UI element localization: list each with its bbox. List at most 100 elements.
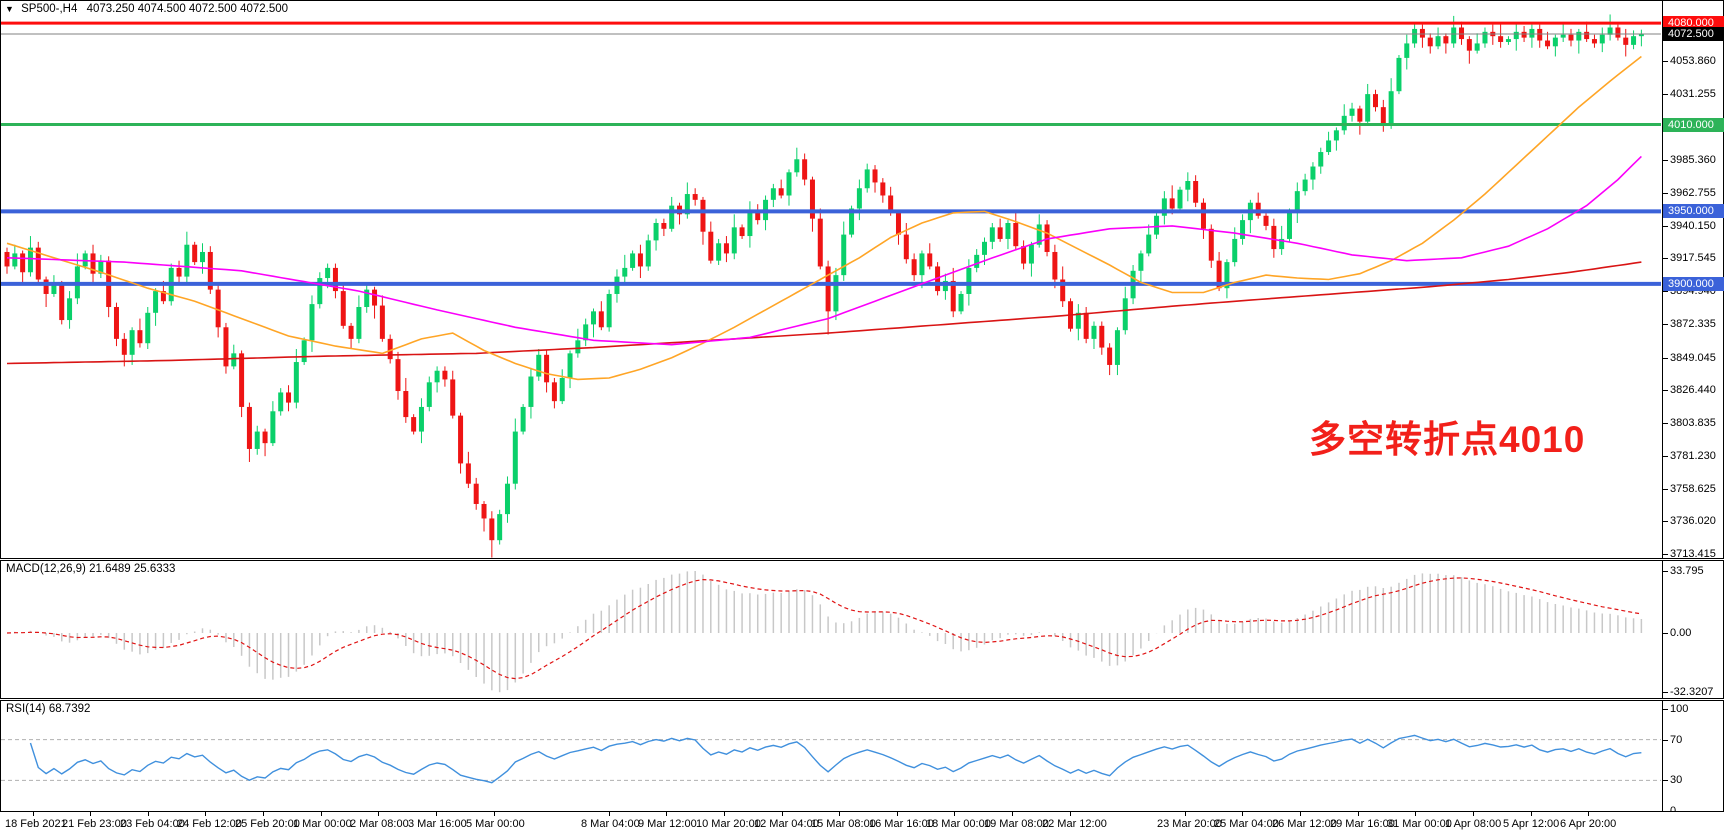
rsi-axis-label: 70 xyxy=(1670,733,1683,746)
rsi-tick xyxy=(1663,739,1668,741)
time-tick xyxy=(1012,812,1013,816)
price-axis-label: 3849.045 xyxy=(1670,351,1716,364)
time-tick xyxy=(205,812,206,816)
candlestick-chart[interactable] xyxy=(1,1,1661,558)
rsi-axis-label: 100 xyxy=(1670,703,1689,715)
macd-tick xyxy=(1663,571,1668,572)
time-axis-label: 21 Feb 23:00 xyxy=(62,818,127,830)
time-axis-label: 1 Apr 08:00 xyxy=(1445,818,1502,830)
price-axis-label: 3758.625 xyxy=(1670,482,1716,495)
price-badge: 3950.000 xyxy=(1663,204,1724,219)
time-axis-label: 8 Mar 04:00 xyxy=(581,818,640,830)
time-tick xyxy=(1070,812,1071,816)
time-axis-label: 2 Mar 08:00 xyxy=(350,818,409,830)
macd-tick xyxy=(1663,692,1668,694)
price-axis-label: 3917.545 xyxy=(1670,252,1716,265)
rsi-tick xyxy=(1663,811,1668,812)
time-tick xyxy=(378,812,379,816)
time-axis-label: 31 Mar 00:00 xyxy=(1387,818,1452,830)
time-tick xyxy=(782,812,783,816)
time-tick xyxy=(666,812,667,816)
macd-axis-label: -32.3207 xyxy=(1670,686,1714,699)
time-tick xyxy=(839,812,840,816)
price-axis-label: 3826.440 xyxy=(1670,384,1716,397)
price-tick xyxy=(1663,61,1668,62)
chart-annotation: 多空转折点4010 xyxy=(1309,419,1586,460)
time-axis-label: 26 Mar 12:00 xyxy=(1272,818,1337,830)
time-axis-label: 5 Mar 00:00 xyxy=(466,818,525,830)
time-tick xyxy=(148,812,149,816)
time-tick xyxy=(1358,812,1359,816)
price-tick xyxy=(1663,160,1668,162)
time-axis-label: 6 Apr 20:00 xyxy=(1560,818,1617,830)
price-chart-panel: ▼ SP500-,H4 4073.250 4074.500 4072.500 4… xyxy=(0,0,1724,560)
rsi-axis-label: 30 xyxy=(1670,774,1683,787)
macd-axis-label: 0.00 xyxy=(1670,627,1692,639)
price-badge: 4010.000 xyxy=(1663,117,1724,132)
rsi-axis-separator xyxy=(1662,701,1663,811)
chart-ohlc-header: ▼ SP500-,H4 4073.250 4074.500 4072.500 4… xyxy=(5,3,288,15)
price-axis-separator xyxy=(1662,1,1663,558)
price-axis-label: 3872.335 xyxy=(1670,317,1716,330)
time-tick xyxy=(1185,812,1186,816)
price-axis-label: 4031.255 xyxy=(1670,87,1716,100)
time-tick xyxy=(897,812,898,816)
rsi-axis-label: 0 xyxy=(1670,805,1677,817)
time-tick xyxy=(1473,812,1474,816)
time-tick xyxy=(1588,812,1589,816)
time-tick xyxy=(724,812,725,816)
time-axis-label: 1 Mar 00:00 xyxy=(293,818,352,830)
time-axis-label: 22 Mar 12:00 xyxy=(1042,818,1107,830)
macd-axis-label: 33.795 xyxy=(1670,565,1704,577)
time-tick xyxy=(1531,812,1532,816)
time-axis-label: 18 Feb 2021 xyxy=(5,818,67,830)
time-axis-label: 23 Mar 20:00 xyxy=(1157,818,1222,830)
time-axis-label: 9 Mar 12:00 xyxy=(638,818,697,830)
time-tick xyxy=(1300,812,1301,816)
time-tick xyxy=(263,812,264,816)
price-tick xyxy=(1663,291,1668,293)
symbol-timeframe-label: SP500-,H4 xyxy=(21,3,78,15)
macd-tick xyxy=(1663,633,1668,634)
time-tick xyxy=(494,812,495,816)
time-axis[interactable]: 18 Feb 2021 21 Feb 23:00 23 Feb 04:00 24 Fe… xyxy=(0,812,1724,839)
time-axis-label: 5 Apr 12:00 xyxy=(1503,818,1560,830)
price-badge: 4080.000 xyxy=(1663,16,1724,31)
rsi-indicator-panel: RSI(14) 68.7392 100 70 30 0 xyxy=(0,700,1724,817)
price-axis-label: 3940.150 xyxy=(1670,219,1716,232)
macd-indicator-panel: MACD(12,26,9) 21.6489 25.6333 33.795 0.00… xyxy=(0,560,1724,699)
time-tick xyxy=(1415,812,1416,816)
rsi-chart[interactable] xyxy=(1,701,1661,811)
time-tick xyxy=(321,812,322,816)
time-axis-label: 23 Feb 04:00 xyxy=(120,818,185,830)
time-tick xyxy=(436,812,437,816)
price-badge: 4072.500 xyxy=(1663,27,1724,41)
time-axis-label: 15 Mar 08:00 xyxy=(811,818,876,830)
price-badge: 3900.000 xyxy=(1663,276,1724,291)
time-tick xyxy=(954,812,955,816)
price-tick xyxy=(1663,225,1668,227)
ohlc-values: 4073.250 4074.500 4072.500 4072.500 xyxy=(86,3,289,15)
price-axis-label: 4053.860 xyxy=(1670,55,1716,67)
price-axis-label: 3962.755 xyxy=(1670,186,1716,199)
time-axis-label: 3 Mar 16:00 xyxy=(408,818,467,830)
time-axis-label: 18 Mar 00:00 xyxy=(926,818,991,830)
time-axis-label: 25 Mar 04:00 xyxy=(1214,818,1279,830)
price-tick xyxy=(1663,423,1668,425)
rsi-tick xyxy=(1663,709,1668,710)
time-tick xyxy=(90,812,91,816)
time-axis-label: 12 Mar 04:00 xyxy=(754,818,819,830)
price-tick xyxy=(1663,357,1668,359)
rsi-tick xyxy=(1663,780,1668,782)
macd-chart[interactable] xyxy=(1,561,1661,698)
price-tick xyxy=(1663,455,1668,457)
collapse-triangle-icon[interactable]: ▼ xyxy=(5,4,14,14)
price-axis-label: 3736.020 xyxy=(1670,515,1716,528)
time-axis-label: 24 Feb 12:00 xyxy=(177,818,242,830)
time-axis-label: 29 Mar 16:00 xyxy=(1330,818,1395,830)
time-axis-label: 16 Mar 16:00 xyxy=(869,818,934,830)
price-tick xyxy=(1663,192,1668,194)
price-axis-label: 3803.835 xyxy=(1670,417,1716,430)
price-tick xyxy=(1663,521,1668,523)
